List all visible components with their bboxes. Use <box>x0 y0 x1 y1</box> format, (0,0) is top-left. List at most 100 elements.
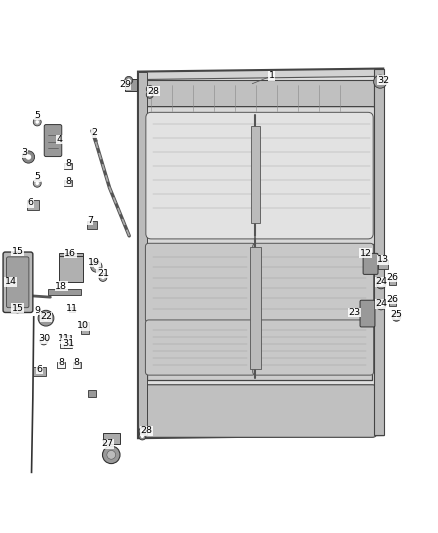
Text: 31: 31 <box>62 338 74 348</box>
Text: 14: 14 <box>5 277 17 286</box>
Text: 10: 10 <box>77 321 89 330</box>
Text: 30: 30 <box>38 334 50 343</box>
FancyBboxPatch shape <box>3 252 33 312</box>
Text: 9: 9 <box>34 306 40 315</box>
PathPatch shape <box>146 76 375 430</box>
Bar <box>73 362 81 368</box>
Circle shape <box>376 279 386 289</box>
FancyBboxPatch shape <box>7 257 29 308</box>
Bar <box>81 322 89 334</box>
FancyBboxPatch shape <box>363 253 378 274</box>
Bar <box>64 342 72 348</box>
Text: 12: 12 <box>360 249 372 258</box>
Bar <box>145 80 374 111</box>
Text: 16: 16 <box>64 249 76 258</box>
Bar <box>57 362 65 368</box>
Circle shape <box>91 261 102 272</box>
Circle shape <box>102 446 120 464</box>
PathPatch shape <box>138 69 383 438</box>
Text: 8: 8 <box>65 176 71 185</box>
Bar <box>250 247 261 369</box>
Bar <box>374 69 384 435</box>
Text: 11: 11 <box>66 304 78 313</box>
Bar <box>48 289 81 295</box>
Circle shape <box>392 312 401 321</box>
Circle shape <box>94 264 99 269</box>
Circle shape <box>38 310 54 326</box>
FancyBboxPatch shape <box>145 243 255 322</box>
Circle shape <box>26 154 31 160</box>
Circle shape <box>35 120 39 124</box>
Bar <box>147 245 372 381</box>
Text: 25: 25 <box>390 310 403 319</box>
FancyBboxPatch shape <box>253 243 374 322</box>
Text: 23: 23 <box>349 308 361 317</box>
FancyBboxPatch shape <box>140 107 379 245</box>
Circle shape <box>146 91 153 98</box>
Circle shape <box>40 337 48 345</box>
Text: 19: 19 <box>88 257 100 266</box>
Bar <box>60 335 71 348</box>
FancyBboxPatch shape <box>146 112 373 239</box>
Bar <box>389 279 396 285</box>
Circle shape <box>379 282 383 286</box>
FancyBboxPatch shape <box>360 300 375 327</box>
Text: 15: 15 <box>11 247 24 256</box>
Circle shape <box>148 87 152 91</box>
Text: 22: 22 <box>40 312 52 321</box>
Text: 28: 28 <box>141 426 153 435</box>
Bar <box>251 126 260 223</box>
Circle shape <box>16 309 19 311</box>
Circle shape <box>378 79 383 84</box>
Text: 24: 24 <box>375 299 387 308</box>
Bar <box>64 181 72 186</box>
Bar <box>69 306 75 312</box>
Text: 24: 24 <box>375 277 387 286</box>
Circle shape <box>99 273 107 281</box>
Bar <box>59 253 83 282</box>
Text: 15: 15 <box>11 304 24 313</box>
Text: 27: 27 <box>101 439 113 448</box>
Bar <box>86 221 97 229</box>
Text: 28: 28 <box>147 87 159 96</box>
Bar <box>138 71 147 435</box>
Text: 6: 6 <box>36 365 42 374</box>
Bar <box>378 260 388 269</box>
Bar <box>103 433 120 444</box>
Circle shape <box>139 433 146 440</box>
Circle shape <box>148 93 152 96</box>
Circle shape <box>146 86 153 93</box>
Circle shape <box>42 339 46 343</box>
Circle shape <box>141 435 144 438</box>
Text: 7: 7 <box>87 216 93 225</box>
Text: 8: 8 <box>74 358 80 367</box>
Text: 18: 18 <box>55 282 67 290</box>
Bar <box>27 200 39 210</box>
Bar <box>33 367 46 376</box>
Circle shape <box>139 427 146 435</box>
FancyBboxPatch shape <box>145 320 255 375</box>
Text: 8: 8 <box>58 358 64 367</box>
Text: 13: 13 <box>377 255 389 264</box>
Text: 21: 21 <box>97 269 109 278</box>
Bar <box>389 300 396 306</box>
Circle shape <box>35 182 39 185</box>
Text: 29: 29 <box>119 80 131 89</box>
Circle shape <box>125 76 133 84</box>
Circle shape <box>67 341 70 343</box>
Circle shape <box>101 276 105 279</box>
Text: 26: 26 <box>386 295 398 304</box>
Text: 6: 6 <box>28 198 34 207</box>
Text: 8: 8 <box>65 159 71 168</box>
Text: 5: 5 <box>34 111 40 120</box>
Circle shape <box>374 75 387 88</box>
Text: 26: 26 <box>386 273 398 282</box>
Text: 3: 3 <box>21 148 27 157</box>
Circle shape <box>376 300 386 310</box>
Circle shape <box>394 315 399 319</box>
Text: 1: 1 <box>268 71 275 80</box>
Circle shape <box>33 118 41 126</box>
Circle shape <box>66 339 71 344</box>
Circle shape <box>107 450 116 459</box>
Bar <box>64 163 72 168</box>
